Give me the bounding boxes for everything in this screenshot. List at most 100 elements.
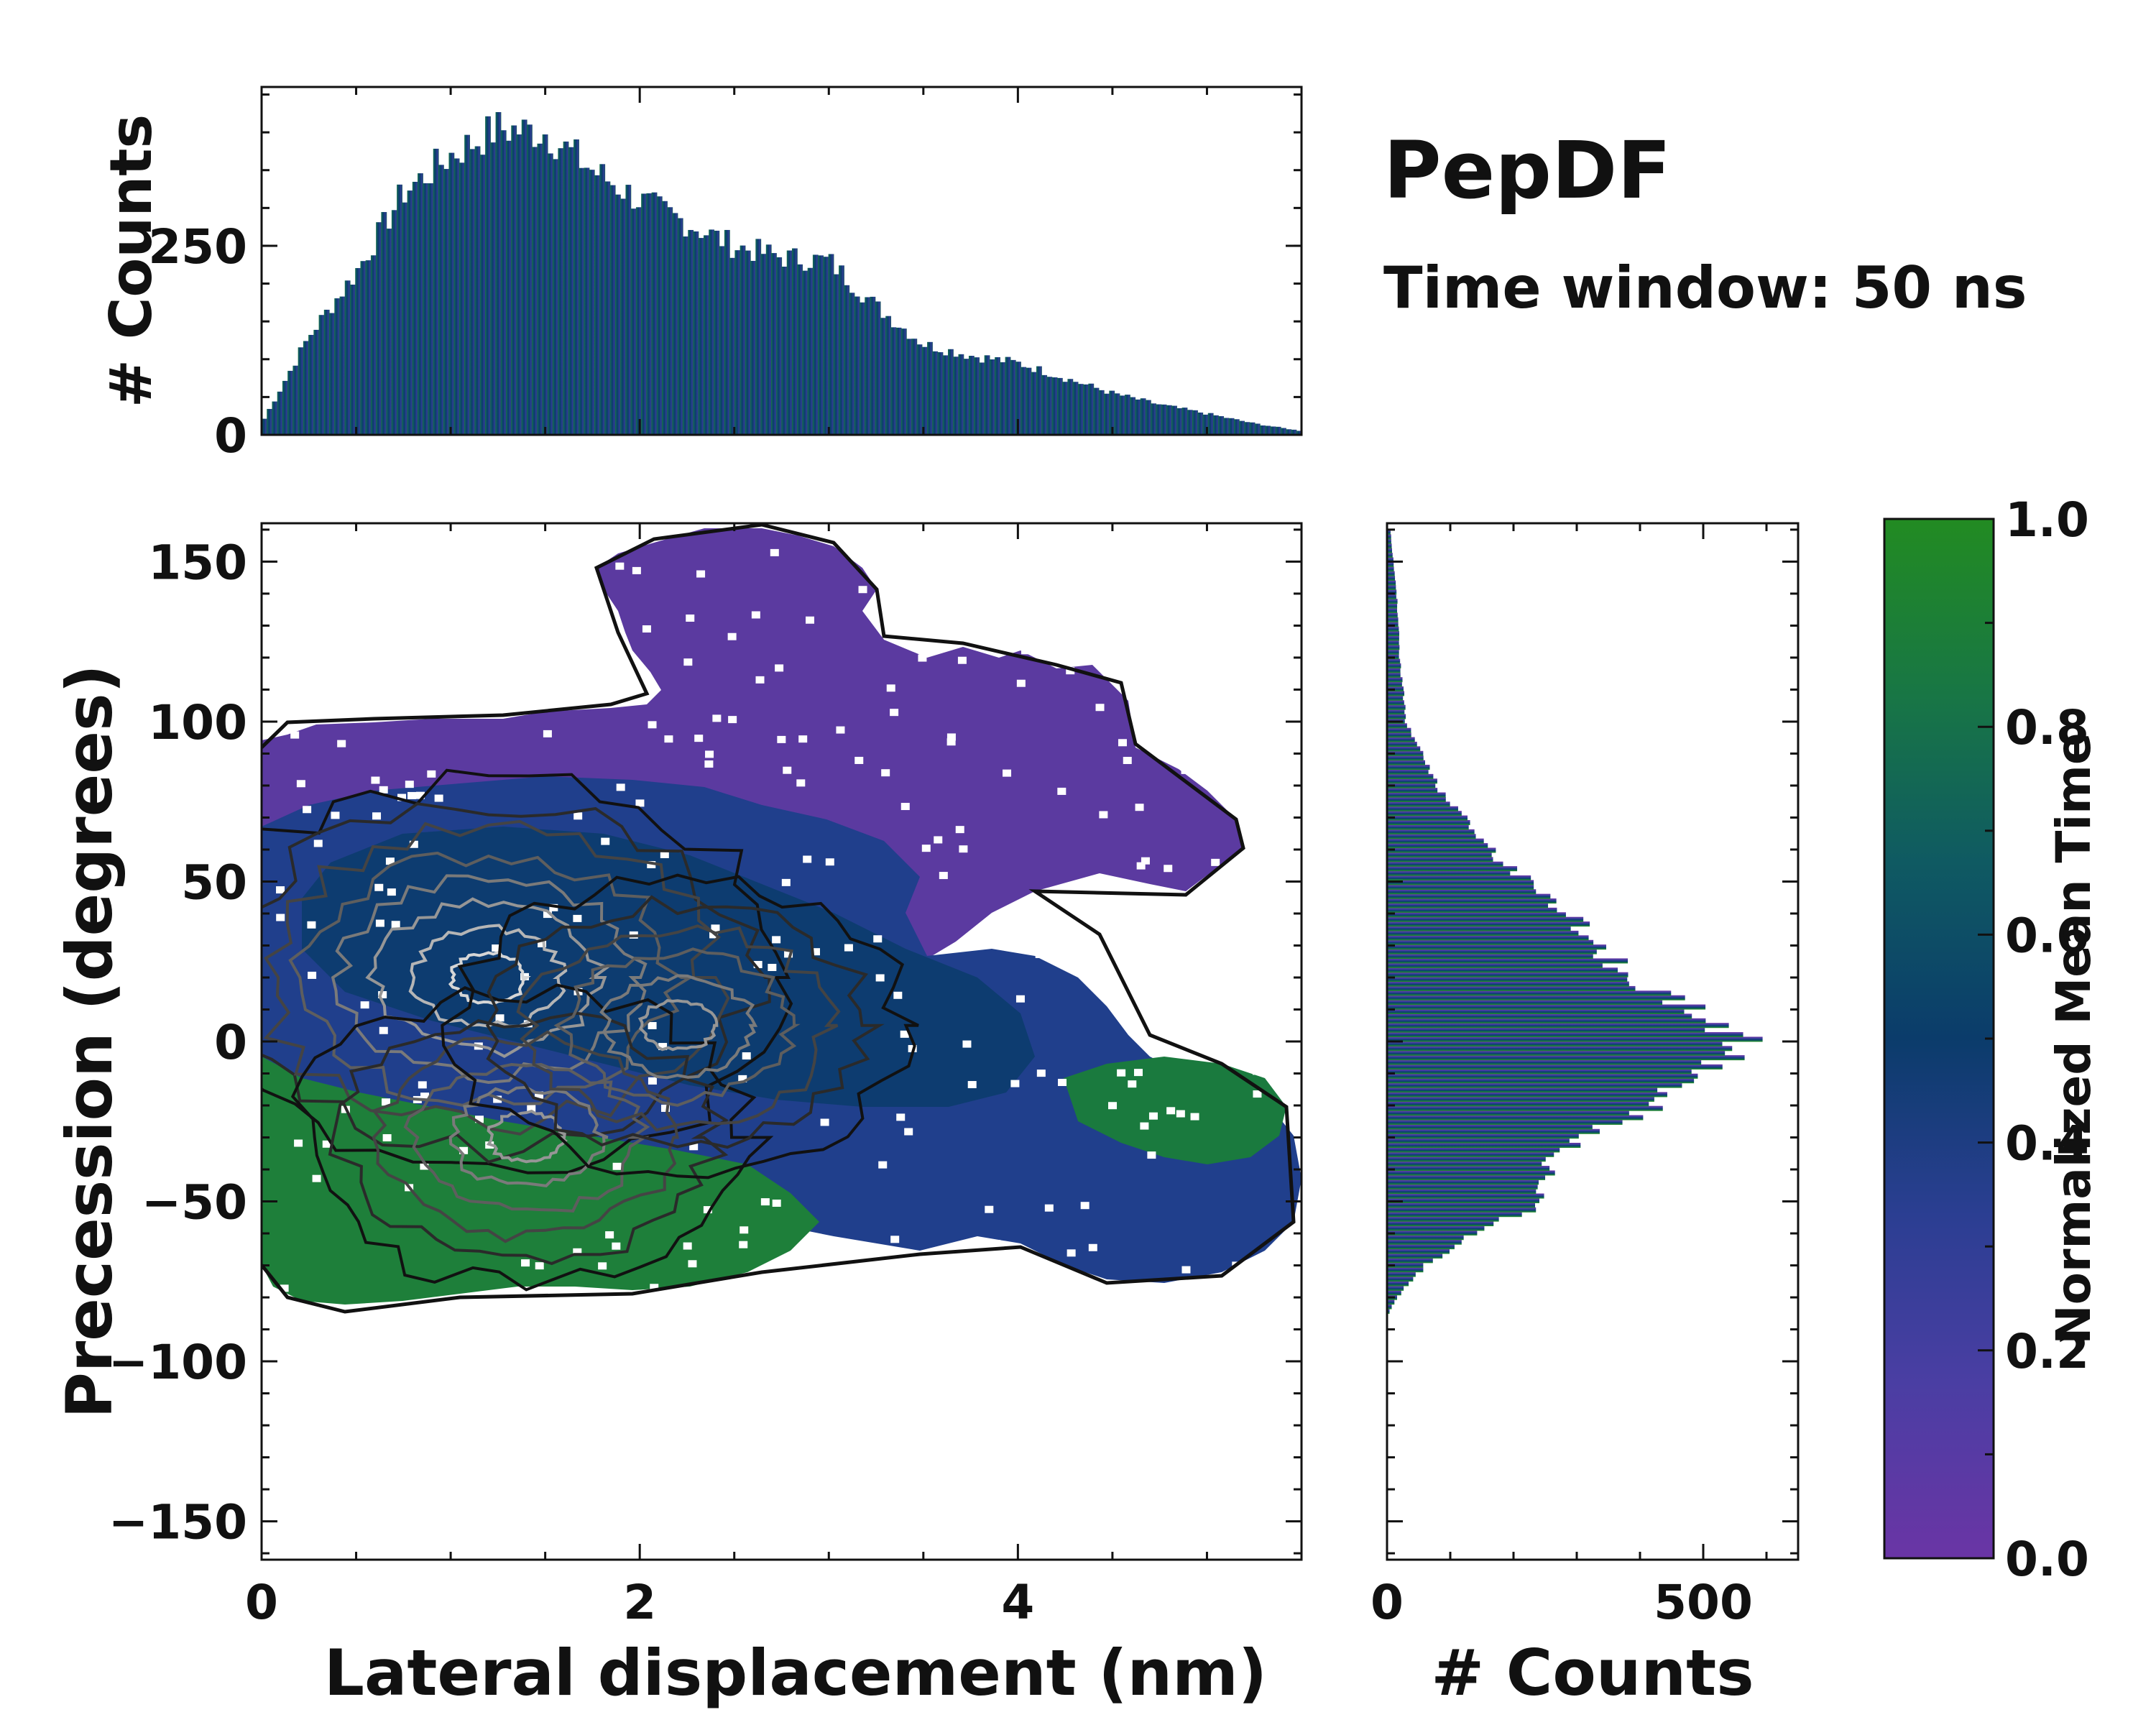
- top-histogram-bar: [1114, 393, 1120, 435]
- empty-bin: [372, 812, 382, 820]
- empty-bin: [296, 780, 305, 788]
- right-histogram-bar: [1387, 935, 1589, 941]
- heatmap-xlabel: Lateral displacement (nm): [324, 1636, 1267, 1710]
- empty-bin: [921, 845, 931, 852]
- top-histogram-bar: [547, 153, 553, 436]
- right-histogram-bar: [1387, 796, 1446, 802]
- top-histogram-bar: [303, 341, 309, 435]
- density-contour: [516, 924, 841, 1132]
- top-histogram-bar: [490, 142, 497, 435]
- top-histogram-bar: [641, 193, 647, 435]
- top-histogram-bar: [984, 355, 990, 435]
- right-histogram-bar: [1387, 967, 1618, 973]
- right-histogram-bar: [1387, 847, 1496, 853]
- empty-bin: [768, 964, 777, 972]
- top-histogram-bar: [542, 134, 548, 435]
- empty-bin: [347, 640, 356, 648]
- top-histogram-bar: [500, 130, 507, 435]
- top-histogram-bar: [781, 266, 788, 435]
- empty-bin: [1136, 862, 1146, 870]
- empty-bin: [1015, 995, 1025, 1003]
- top-histogram-bar: [1181, 408, 1188, 435]
- top-histogram-bar: [1249, 422, 1256, 435]
- empty-bin: [913, 548, 922, 556]
- empty-bin: [934, 836, 943, 844]
- right-histogram-bar: [1387, 760, 1425, 765]
- top-histogram-bars: [262, 111, 1302, 436]
- empty-bin: [985, 1205, 994, 1213]
- empty-bin: [371, 776, 380, 784]
- empty-bin: [967, 1081, 977, 1089]
- top-histogram-bar: [423, 183, 429, 435]
- right-histogram-bar: [1387, 1221, 1494, 1227]
- top-histogram-bar: [1187, 410, 1193, 435]
- right-histogram-bar: [1387, 889, 1537, 895]
- empty-bin: [858, 586, 867, 594]
- empty-bin: [1101, 609, 1110, 617]
- top-histogram-bar: [1223, 418, 1230, 435]
- empty-bin: [391, 921, 400, 929]
- empty-bin: [313, 840, 323, 847]
- top-histogram-bar: [807, 267, 814, 435]
- right-histogram-bar: [1387, 949, 1597, 954]
- top-histogram-bar: [262, 418, 267, 435]
- right-histogram-bar: [1387, 990, 1672, 996]
- empty-bin: [777, 735, 786, 743]
- top-histogram-bar: [469, 149, 476, 435]
- top-histogram-bar: [1041, 374, 1048, 435]
- top-histogram-bar: [709, 229, 715, 435]
- empty-bin: [896, 1113, 906, 1121]
- density-contour: [288, 851, 696, 1107]
- heatmap-ylabel: Precession (degrees): [52, 664, 126, 1418]
- right-histogram-bar: [1387, 1055, 1745, 1061]
- right-histogram-bar: [1387, 1170, 1555, 1176]
- right-histogram-bar: [1387, 773, 1434, 779]
- empty-bin: [751, 611, 760, 619]
- top-histogram-bar: [630, 208, 637, 435]
- right-histogram-bar: [1387, 741, 1417, 747]
- right-histogram-bar: [1387, 1013, 1692, 1019]
- heatmap-speckles: [276, 547, 1302, 1307]
- right-histogram-bar: [1387, 893, 1551, 899]
- empty-bin: [686, 614, 695, 622]
- right-histogram-bar: [1387, 529, 1391, 535]
- right-histogram-bar: [1387, 824, 1469, 830]
- empty-bin: [601, 837, 610, 845]
- empty-bin: [703, 1206, 712, 1214]
- colorbar-tick-label: 0.6: [2005, 908, 2089, 963]
- empty-bin: [474, 1116, 484, 1123]
- empty-bin: [1005, 1247, 1015, 1255]
- top-histogram-bar: [459, 162, 465, 435]
- empty-bin: [1010, 1080, 1020, 1087]
- right-histogram-bar: [1387, 534, 1391, 540]
- top-histogram-bar: [308, 334, 314, 435]
- top-histogram-bar: [1062, 382, 1069, 435]
- top-histogram-bar: [1239, 420, 1245, 435]
- top-histogram-bar: [656, 196, 663, 435]
- density-contour: [328, 1011, 729, 1266]
- right-histogram-bar: [1387, 1008, 1685, 1014]
- right-histogram-bar: [1387, 1239, 1462, 1245]
- right-histogram-bar: [1387, 612, 1398, 618]
- top-histogram-bar: [719, 246, 725, 435]
- empty-bin: [420, 1092, 430, 1100]
- empty-bin: [635, 799, 645, 807]
- top-histogram-x-ticks: [260, 87, 1303, 435]
- empty-bin: [375, 919, 384, 927]
- right-histogram-bar: [1387, 870, 1511, 876]
- right-histogram-bar: [1387, 898, 1557, 904]
- right-histogram-bar: [1387, 1050, 1726, 1056]
- empty-bin: [1099, 811, 1108, 819]
- right-histogram-bar: [1387, 635, 1399, 641]
- empty-bin: [410, 557, 419, 565]
- empty-bin: [946, 733, 956, 741]
- top-histogram-bar: [1260, 425, 1266, 435]
- top-histogram-bar: [1088, 383, 1095, 435]
- top-histogram-bar: [1083, 384, 1089, 435]
- empty-bin: [1135, 804, 1144, 811]
- empty-bin: [886, 684, 895, 692]
- right-histogram-bar: [1387, 645, 1400, 650]
- empty-bin: [727, 632, 737, 640]
- top-histogram-bar: [313, 329, 320, 435]
- right-histogram-bar: [1387, 1184, 1538, 1190]
